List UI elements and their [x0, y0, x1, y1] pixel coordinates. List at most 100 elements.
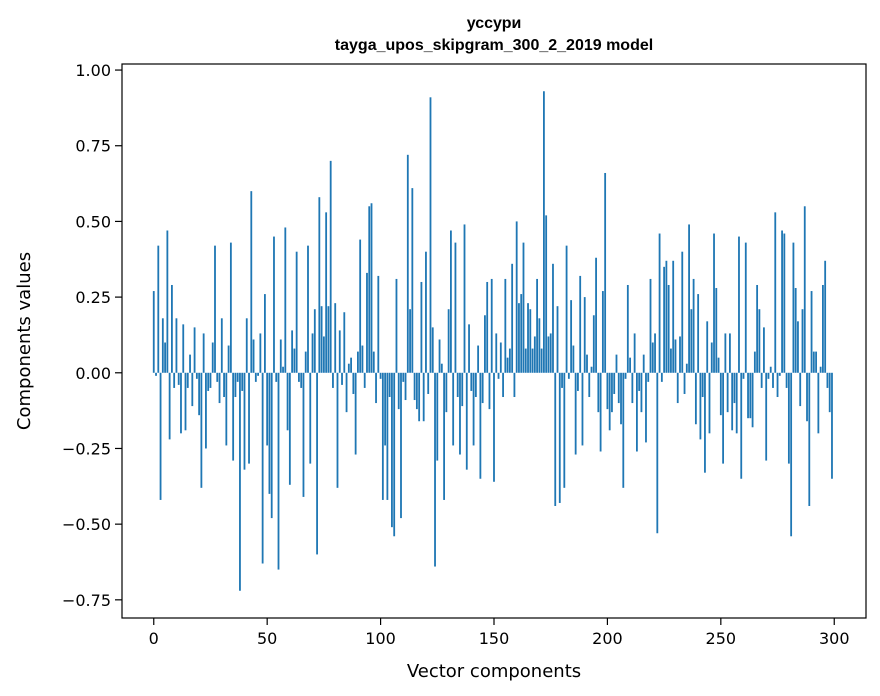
bar-116 — [415, 372, 418, 410]
bar-192 — [588, 372, 591, 398]
bar-133 — [454, 242, 457, 373]
bar-25 — [209, 372, 212, 388]
bar-194 — [592, 315, 595, 373]
bar-174 — [547, 336, 550, 373]
bar-245 — [708, 372, 711, 434]
x-axis-ticks: 0 50 100 150 200 250 300 — [149, 618, 850, 648]
bar-95 — [368, 206, 371, 373]
bar-217 — [645, 372, 647, 443]
bar-128 — [443, 372, 445, 500]
bar-43 — [250, 191, 253, 373]
bar-96 — [370, 203, 373, 373]
bar-28 — [216, 372, 219, 382]
bar-287 — [803, 206, 806, 373]
bar-14 — [184, 372, 187, 431]
bar-77 — [327, 306, 330, 373]
bar-239 — [694, 372, 697, 425]
bar-122 — [429, 97, 432, 373]
bar-177 — [554, 372, 557, 506]
bar-229 — [672, 260, 675, 373]
bar-160 — [515, 221, 518, 373]
x-tick-label: 100 — [365, 629, 396, 648]
bar-262 — [747, 372, 749, 419]
bar-241 — [699, 372, 702, 440]
bar-165 — [527, 303, 529, 373]
bar-120 — [425, 251, 427, 373]
bar-180 — [561, 372, 563, 388]
bar-147 — [486, 281, 489, 373]
bar-112 — [406, 154, 409, 373]
bar-85 — [345, 372, 348, 413]
bar-114 — [411, 188, 414, 373]
bar-213 — [636, 372, 638, 452]
bar-15 — [186, 372, 189, 388]
bar-168 — [533, 336, 536, 373]
bar-24 — [207, 372, 210, 391]
y-tick-label: 0.00 — [75, 364, 111, 383]
bar-267 — [758, 309, 761, 373]
bar-248 — [715, 288, 718, 373]
bar-226 — [665, 260, 668, 373]
bar-257 — [735, 372, 738, 434]
bar-197 — [599, 372, 602, 452]
bar-7 — [168, 372, 171, 440]
bar-195 — [595, 257, 597, 373]
bar-186 — [574, 372, 577, 455]
bar-188 — [579, 275, 582, 373]
bar-20 — [198, 372, 201, 416]
bar-240 — [697, 294, 700, 373]
bar-67 — [304, 351, 307, 373]
bar-151 — [495, 333, 498, 373]
bar-299 — [831, 372, 833, 479]
bar-201 — [608, 372, 611, 431]
bar-200 — [606, 372, 609, 410]
bar-68 — [307, 245, 309, 373]
bar-74 — [320, 306, 323, 373]
y-axis-ticks: −0.75 −0.50 −0.25 0.00 0.25 0.50 0.75 1.00 — [62, 61, 122, 610]
bar-34 — [229, 242, 232, 373]
bar-286 — [801, 309, 804, 373]
bar-6 — [166, 230, 169, 373]
bar-84 — [343, 312, 346, 373]
bar-162 — [520, 294, 523, 373]
chart-title: уссури — [467, 15, 522, 32]
bar-108 — [397, 372, 400, 410]
bar-22 — [202, 333, 205, 373]
bar-155 — [504, 278, 507, 373]
bar-184 — [570, 300, 573, 373]
bar-31 — [223, 372, 225, 398]
x-tick-label: 300 — [819, 629, 850, 648]
bar-17 — [191, 372, 194, 407]
bar-99 — [377, 275, 380, 373]
bar-132 — [452, 372, 455, 446]
bar-115 — [413, 372, 416, 401]
bar-268 — [760, 372, 763, 388]
bar-52 — [270, 372, 273, 519]
bar-65 — [300, 372, 303, 388]
bar-259 — [740, 372, 743, 479]
bar-234 — [683, 372, 686, 394]
bar-109 — [400, 372, 402, 519]
bar-206 — [620, 372, 622, 425]
x-tick-label: 50 — [257, 629, 277, 648]
bar-29 — [218, 372, 221, 404]
bar-70 — [311, 333, 314, 373]
bar-251 — [722, 372, 724, 464]
bar-32 — [225, 372, 228, 446]
y-tick-label: −0.25 — [62, 439, 111, 458]
bar-83 — [341, 372, 343, 385]
bar-273 — [772, 372, 774, 388]
bar-66 — [302, 372, 305, 497]
bar-261 — [744, 242, 747, 373]
bar-220 — [651, 342, 654, 373]
bar-258 — [738, 236, 740, 373]
bar-153 — [499, 342, 502, 373]
bar-233 — [681, 251, 684, 373]
x-axis-label: Vector components — [407, 661, 581, 682]
bar-216 — [642, 354, 645, 373]
y-tick-label: 0.50 — [75, 212, 111, 231]
chart-subtitle: tayga_upos_skipgram_300_2_2019 model — [335, 37, 653, 54]
bar-228 — [670, 348, 672, 373]
bar-81 — [336, 372, 339, 488]
